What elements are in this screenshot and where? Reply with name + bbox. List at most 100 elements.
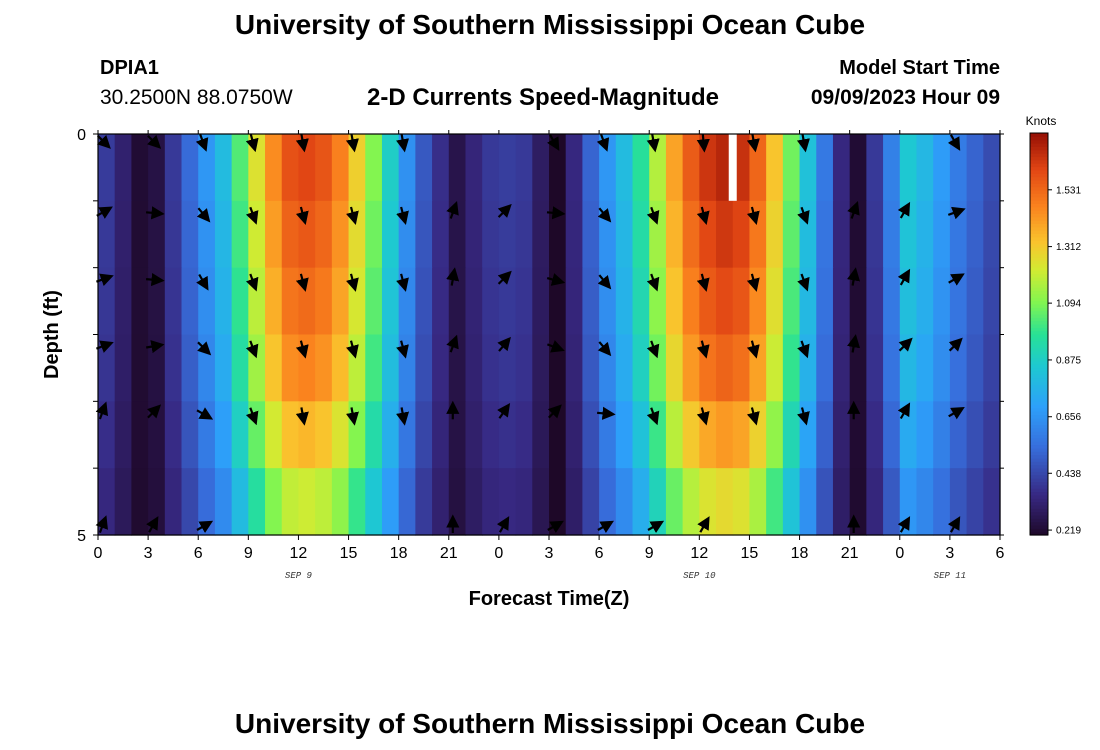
heatmap-cell bbox=[816, 134, 834, 202]
colorbar-segment bbox=[1030, 313, 1048, 318]
colorbar-segment bbox=[1030, 233, 1048, 238]
heatmap-cell bbox=[98, 401, 116, 469]
heatmap-cell bbox=[732, 334, 751, 402]
heatmap-cell bbox=[933, 267, 951, 336]
heatmap-cell bbox=[599, 468, 617, 536]
heatmap-cell bbox=[498, 134, 517, 202]
colorbar-segment bbox=[1030, 387, 1048, 392]
heatmap-cell bbox=[933, 468, 951, 536]
heatmap-cell bbox=[465, 200, 483, 269]
heatmap-cell bbox=[315, 200, 333, 269]
heatmap-cell bbox=[515, 134, 533, 202]
current-vector bbox=[796, 133, 810, 153]
main-title: University of Southern Mississippi Ocean… bbox=[234, 9, 866, 40]
current-vector bbox=[346, 273, 359, 292]
heatmap-cell bbox=[766, 134, 784, 202]
heatmap-cell bbox=[732, 200, 751, 269]
heatmap-cell bbox=[265, 468, 283, 536]
current-vector bbox=[245, 273, 259, 292]
colorbar-segment bbox=[1030, 179, 1048, 184]
heatmap-cell bbox=[231, 200, 249, 269]
current-vector bbox=[897, 268, 911, 286]
colorbar-segment bbox=[1030, 481, 1048, 486]
current-vector bbox=[497, 203, 512, 218]
colorbar-segment bbox=[1030, 260, 1048, 265]
current-vector bbox=[196, 407, 214, 420]
heatmap-cell bbox=[365, 134, 383, 202]
heatmap-cell bbox=[214, 401, 233, 469]
heatmap-cell bbox=[365, 334, 383, 402]
heatmap-cell bbox=[565, 334, 583, 402]
heatmap-cell bbox=[565, 134, 583, 202]
heatmap-cell bbox=[966, 334, 984, 402]
heatmap-cell bbox=[348, 134, 366, 202]
colorbar-segment bbox=[1030, 287, 1048, 292]
colorbar-segment bbox=[1030, 357, 1048, 362]
heatmap-cell bbox=[615, 401, 634, 469]
heatmap-cell bbox=[432, 468, 450, 536]
current-vector bbox=[847, 334, 861, 353]
colorbar-segment bbox=[1030, 317, 1048, 322]
heatmap-cell bbox=[665, 267, 684, 336]
heatmap-cell bbox=[365, 200, 383, 269]
date-label: SEP 10 bbox=[683, 571, 716, 581]
heatmap-cells bbox=[98, 134, 1001, 536]
model-start-label: Model Start Time bbox=[839, 57, 1000, 79]
current-vector bbox=[396, 133, 410, 153]
x-tick-label: 18 bbox=[390, 545, 408, 562]
current-vector bbox=[196, 273, 209, 291]
heatmap-cell bbox=[816, 468, 834, 536]
colorbar-segment bbox=[1030, 514, 1048, 519]
heatmap-cell bbox=[782, 200, 801, 269]
heatmap-cell bbox=[498, 267, 517, 336]
current-vector bbox=[897, 201, 911, 219]
current-vector bbox=[146, 340, 165, 354]
heatmap-cell bbox=[432, 200, 450, 269]
colorbar-segment bbox=[1030, 256, 1048, 261]
heatmap-cell bbox=[782, 401, 801, 469]
heatmap-cell bbox=[699, 468, 717, 536]
colorbar-segment bbox=[1030, 159, 1048, 164]
colorbar-segment bbox=[1030, 394, 1048, 399]
heatmap-cell bbox=[782, 334, 801, 402]
heatmap-cell bbox=[866, 334, 884, 402]
heatmap-cell bbox=[883, 468, 901, 536]
heatmap-cell bbox=[198, 134, 216, 202]
heatmap-cell bbox=[665, 334, 684, 402]
colorbar-tick-label: 1.312 bbox=[1056, 242, 1081, 253]
current-vector bbox=[295, 340, 309, 359]
current-vector bbox=[947, 516, 961, 533]
heatmap-cell bbox=[164, 468, 183, 536]
heatmap-cell bbox=[849, 401, 867, 469]
colorbar-segment bbox=[1030, 149, 1048, 154]
colorbar-segment bbox=[1030, 267, 1048, 271]
colorbar-segment bbox=[1030, 226, 1048, 231]
heatmap-cell bbox=[866, 200, 884, 269]
x-tick-label: 15 bbox=[340, 545, 358, 562]
colorbar-segment bbox=[1030, 203, 1048, 208]
heatmap-cell bbox=[331, 401, 350, 469]
colorbar-label: Knots bbox=[1026, 114, 1057, 128]
colorbar-segment bbox=[1030, 220, 1048, 225]
current-vector bbox=[597, 207, 612, 223]
plot-axes: 0 3 6 9 12 15 18 21 0 3 6 9 12 15 18 21 0 3 6 SEP 9 SEP 10 SE… bbox=[41, 127, 1005, 610]
heatmap-cell bbox=[448, 134, 467, 202]
heatmap-cell bbox=[582, 334, 600, 402]
heatmap-cell bbox=[331, 267, 350, 336]
heatmap-cell bbox=[749, 468, 767, 536]
colorbar-segment bbox=[1030, 444, 1048, 449]
current-vectors bbox=[95, 133, 966, 534]
colorbar-segment bbox=[1030, 528, 1048, 533]
current-vector bbox=[446, 334, 459, 353]
heatmap-cell bbox=[131, 468, 149, 536]
heatmap-cell bbox=[632, 468, 650, 536]
heatmap-cell bbox=[214, 134, 233, 202]
current-vector bbox=[245, 206, 259, 225]
heatmap-cell bbox=[181, 401, 199, 469]
colorbar-segment bbox=[1030, 377, 1048, 382]
colorbar-segment bbox=[1030, 337, 1048, 342]
heatmap-cell bbox=[866, 267, 884, 336]
heatmap-cell bbox=[933, 200, 951, 269]
current-vector bbox=[497, 336, 511, 352]
colorbar-segment bbox=[1030, 407, 1048, 412]
